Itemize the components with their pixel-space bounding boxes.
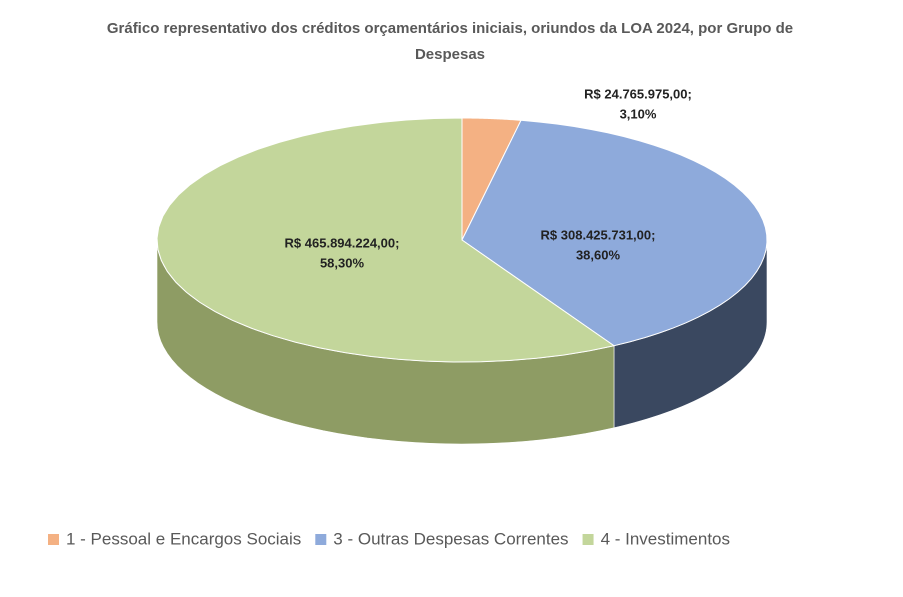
slice <box>461 119 768 347</box>
data-label: R$ 308.425.731,00; <box>541 227 656 242</box>
data-label: R$ 24.765.975,00; <box>584 86 692 101</box>
legend-label: 1 - Pessoal e Encargos Sociais <box>66 529 301 548</box>
data-label: 38,60% <box>576 247 621 262</box>
legend-label: 4 - Investimentos <box>601 529 730 548</box>
data-label: 3,10% <box>620 106 657 121</box>
data-label: 58,30% <box>320 255 365 270</box>
data-label: R$ 465.894.224,00; <box>285 235 400 250</box>
legend-swatch <box>48 534 59 545</box>
legend-swatch <box>315 534 327 545</box>
legend-label: 3 - Outras Despesas Correntes <box>333 529 568 548</box>
chart-title: Gráfico representativo dos créditos orça… <box>106 20 794 63</box>
slice <box>156 117 616 363</box>
legend-swatch <box>582 534 594 545</box>
